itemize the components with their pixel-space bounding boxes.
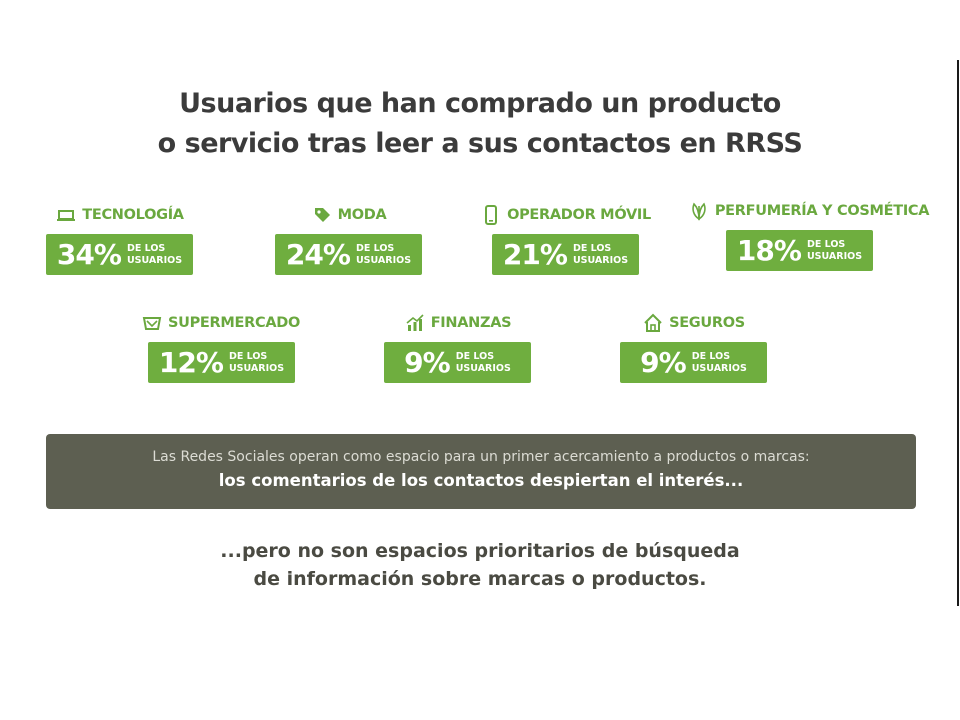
tag-icon — [312, 205, 332, 225]
stat-caption: DE LOS USUARIOS — [355, 242, 412, 266]
category-label: SEGUROS — [669, 315, 745, 331]
summary-banner: Las Redes Sociales operan como espacio p… — [46, 434, 916, 509]
stat-percent: 12% — [158, 346, 224, 379]
stat-percent: 9% — [640, 346, 687, 379]
category-moda: MODA 24% DE LOS USUARIOS — [249, 204, 449, 275]
banner-line-1: Las Redes Sociales operan como espacio p… — [152, 449, 810, 465]
stat-caption: DE LOS USUARIOS — [228, 350, 285, 374]
category-label: FINANZAS — [430, 315, 512, 331]
category-perfumeria: PERFUMERÍA Y COSMÉTICA 18% DE LOS USUARIO… — [689, 200, 930, 271]
category-operador-movil: OPERADOR MÓVIL 21% DE LOS USUARIOS — [466, 204, 666, 275]
house-icon — [643, 313, 663, 333]
stat-box: 24% DE LOS USUARIOS — [275, 234, 422, 275]
stat-box: 12% DE LOS USUARIOS — [148, 342, 295, 383]
closing-line-1: ...pero no son espacios prioritarios de … — [220, 540, 740, 562]
stat-percent: 9% — [404, 346, 451, 379]
stat-percent: 21% — [502, 238, 568, 271]
page-edge-line — [957, 60, 959, 606]
category-supermercado: SUPERMERCADO 12% DE LOS USUARIOS — [121, 312, 321, 383]
stat-percent: 34% — [56, 238, 122, 271]
closing-line-2: de información sobre marcas o productos. — [253, 568, 707, 590]
stat-box: 9% DE LOS USUARIOS — [384, 342, 531, 383]
category-finanzas: FINANZAS 9% DE LOS USUARIOS — [358, 312, 558, 383]
phone-icon — [481, 205, 501, 225]
stat-caption: DE LOS USUARIOS — [691, 350, 747, 374]
stat-percent: 18% — [736, 234, 802, 267]
laptop-icon — [56, 205, 76, 225]
closing-text: ...pero no son espacios prioritarios de … — [0, 537, 960, 593]
stat-caption: DE LOS USUARIOS — [806, 238, 863, 262]
stat-box: 18% DE LOS USUARIOS — [726, 230, 873, 271]
stat-box: 21% DE LOS USUARIOS — [492, 234, 639, 275]
category-label: TECNOLOGÍA — [82, 207, 184, 223]
category-tecnologia: TECNOLOGÍA 34% DE LOS USUARIOS — [20, 204, 220, 275]
title-line-2: o servicio tras leer a sus contactos en … — [157, 128, 803, 159]
page-title: Usuarios que han comprado un producto o … — [0, 84, 960, 164]
category-seguros: SEGUROS 9% DE LOS USUARIOS — [594, 312, 794, 383]
stat-box: 34% DE LOS USUARIOS — [46, 234, 193, 275]
category-label: PERFUMERÍA Y COSMÉTICA — [714, 203, 930, 219]
category-label: OPERADOR MÓVIL — [507, 207, 651, 223]
stat-caption: DE LOS USUARIOS — [126, 242, 183, 266]
stat-caption: DE LOS USUARIOS — [455, 350, 511, 374]
title-line-1: Usuarios que han comprado un producto — [179, 88, 781, 119]
category-label: SUPERMERCADO — [167, 315, 301, 331]
stat-percent: 24% — [285, 238, 351, 271]
category-label: MODA — [337, 207, 387, 223]
banner-line-2: los comentarios de los contactos despier… — [218, 471, 744, 490]
chart-icon — [405, 313, 425, 333]
basket-icon — [142, 313, 162, 333]
stat-box: 9% DE LOS USUARIOS — [620, 342, 767, 383]
stat-caption: DE LOS USUARIOS — [572, 242, 629, 266]
leaf-icon — [689, 201, 709, 221]
